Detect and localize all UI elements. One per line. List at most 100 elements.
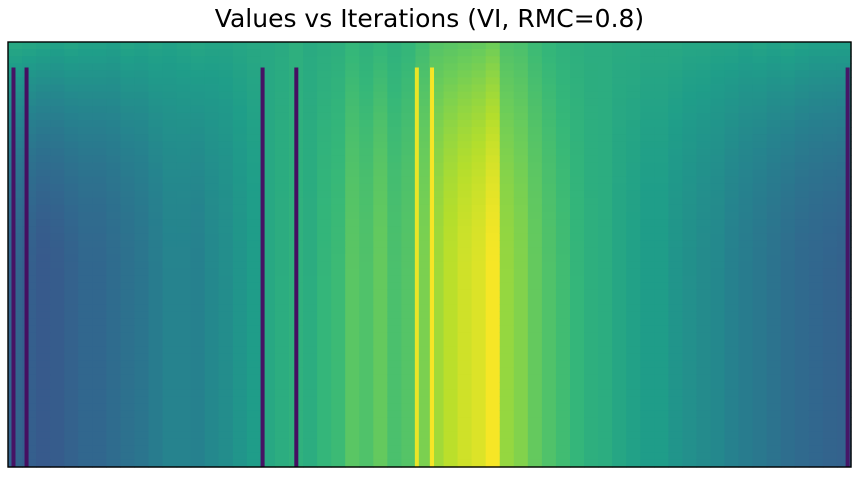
heatmap-cell xyxy=(345,332,360,341)
heatmap-cell xyxy=(415,98,431,107)
heatmap-cell xyxy=(822,311,838,319)
heatmap-cell xyxy=(359,212,374,220)
heatmap-cell xyxy=(822,396,838,404)
heatmap-cell xyxy=(541,141,557,149)
heatmap-cell xyxy=(204,254,220,263)
heatmap-cell xyxy=(527,162,543,171)
heatmap-cell xyxy=(752,127,768,135)
heatmap-cell xyxy=(570,91,585,100)
heatmap-cell xyxy=(345,183,360,192)
heatmap-cell xyxy=(808,219,824,227)
heatmap-cell xyxy=(752,254,768,263)
heatmap-cell xyxy=(485,374,501,383)
heatmap-cell xyxy=(794,247,810,256)
heatmap-cell xyxy=(78,438,93,447)
heatmap-cell xyxy=(457,134,473,142)
heatmap-cell xyxy=(513,353,529,362)
heatmap-cell xyxy=(710,282,726,291)
heatmap-cell xyxy=(822,77,838,86)
heatmap-cell xyxy=(555,268,571,277)
heatmap-cell xyxy=(555,233,571,241)
heatmap-cell xyxy=(457,282,473,291)
heatmap-cell xyxy=(162,127,178,135)
heatmap-cell xyxy=(668,360,683,369)
heatmap-cell xyxy=(808,431,824,440)
heatmap-cell xyxy=(443,396,459,404)
heatmap-cell xyxy=(22,360,37,369)
heatmap-cell xyxy=(78,42,93,50)
heatmap-cell xyxy=(640,360,655,369)
heatmap-cell xyxy=(485,127,501,135)
heatmap-cell xyxy=(527,56,543,64)
heatmap-cell xyxy=(626,204,641,213)
heatmap-cell xyxy=(766,339,782,348)
heatmap-cell xyxy=(92,318,107,326)
heatmap-cell xyxy=(120,360,136,369)
heatmap-cell xyxy=(429,240,445,249)
heatmap-cell xyxy=(246,233,262,241)
heatmap-cell xyxy=(738,240,754,249)
heatmap-cell xyxy=(331,325,346,334)
heatmap-cell xyxy=(598,339,613,348)
heatmap-cell xyxy=(303,438,318,447)
heatmap-cell xyxy=(555,360,571,369)
heatmap-cell xyxy=(499,233,515,241)
heatmap-cell xyxy=(612,459,627,468)
heatmap-cell xyxy=(78,233,93,241)
heatmap-cell xyxy=(148,374,164,383)
heatmap-cell xyxy=(626,162,641,171)
heatmap-cell xyxy=(612,424,627,433)
heatmap-cell xyxy=(64,197,79,206)
heatmap-cell xyxy=(682,119,698,128)
heatmap-cell xyxy=(808,382,824,390)
heatmap-cell xyxy=(738,63,754,71)
heatmap-cell xyxy=(274,219,290,227)
heatmap-cell xyxy=(738,374,754,383)
heatmap-cell xyxy=(345,311,360,319)
heatmap-cell xyxy=(766,77,782,86)
heatmap-cell xyxy=(584,77,599,86)
heatmap-cell xyxy=(541,268,557,277)
heatmap-cell xyxy=(443,382,459,390)
heatmap-cell xyxy=(752,233,768,241)
heatmap-cell xyxy=(485,332,501,341)
heatmap-cell xyxy=(443,403,459,411)
heatmap-cell xyxy=(766,112,782,121)
heatmap-cell xyxy=(527,247,543,256)
heatmap-cell xyxy=(176,233,192,241)
heatmap-cell xyxy=(710,374,726,383)
heatmap-cell xyxy=(36,282,51,291)
heatmap-cell xyxy=(50,424,65,433)
heatmap-cell xyxy=(598,452,613,461)
heatmap-cell xyxy=(654,119,669,128)
heatmap-cell xyxy=(22,233,37,241)
heatmap-cell xyxy=(274,190,290,199)
heatmap-cell xyxy=(260,127,276,135)
heatmap-cell xyxy=(120,396,136,404)
heatmap-cell xyxy=(373,134,388,142)
heatmap-cell xyxy=(373,403,388,411)
heatmap-cell xyxy=(696,282,712,291)
heatmap-cell xyxy=(359,190,374,199)
heatmap-cell xyxy=(499,417,515,426)
heatmap-cell xyxy=(527,410,543,419)
heatmap-cell xyxy=(387,42,402,50)
heatmap-cell xyxy=(780,445,796,454)
heatmap-cell xyxy=(499,183,515,192)
heatmap-cell xyxy=(766,297,782,305)
heatmap-cell xyxy=(260,42,276,50)
heatmap-cell xyxy=(120,339,136,348)
heatmap-cell xyxy=(499,134,515,142)
heatmap-cell xyxy=(429,389,445,397)
heatmap-cell xyxy=(570,367,585,376)
heatmap-cell xyxy=(724,297,740,305)
heatmap-cell xyxy=(682,49,698,57)
heatmap-cell xyxy=(724,98,740,107)
heatmap-cell xyxy=(584,438,599,447)
heatmap-cell xyxy=(92,417,107,426)
heatmap-cell xyxy=(36,311,51,319)
heatmap-cell xyxy=(401,459,417,468)
heatmap-cell xyxy=(429,91,445,100)
heatmap-cell xyxy=(218,63,234,71)
heatmap-cell xyxy=(387,438,402,447)
